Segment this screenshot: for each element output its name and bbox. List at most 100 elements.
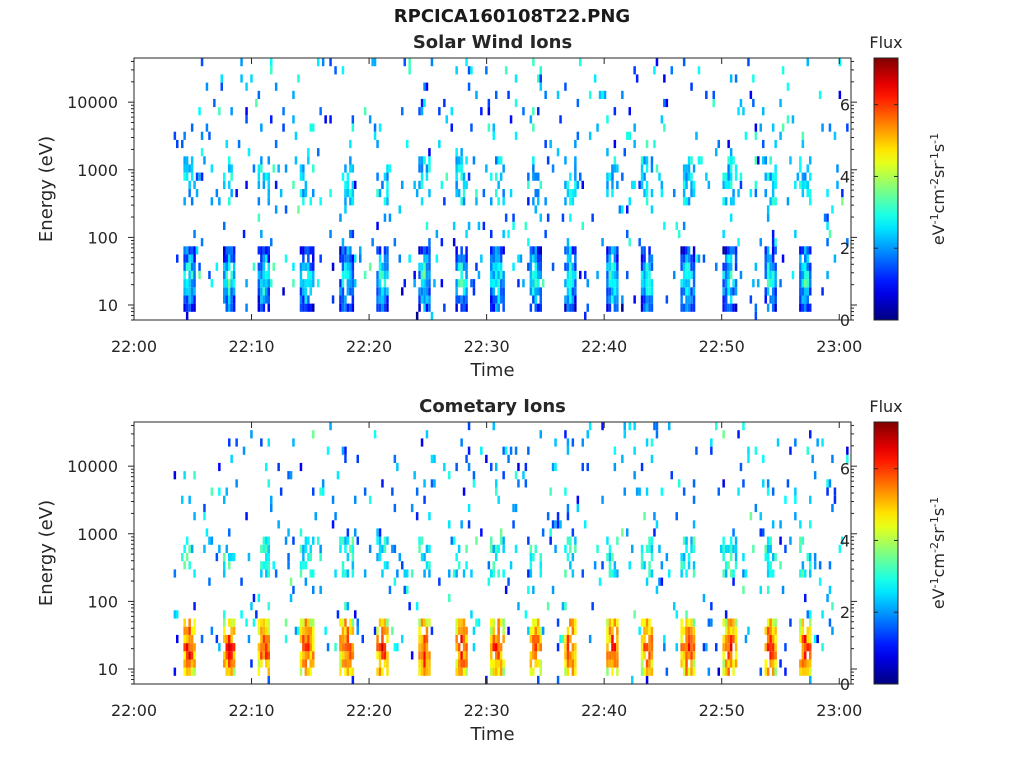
heatmap-cell bbox=[418, 164, 421, 173]
heatmap-cell bbox=[729, 213, 733, 222]
heatmap-cell bbox=[363, 487, 367, 496]
heatmap-cell bbox=[457, 667, 461, 676]
heatmap-cell bbox=[539, 213, 542, 222]
heatmap-cell bbox=[326, 446, 330, 455]
heatmap-cell bbox=[462, 303, 466, 312]
heatmap-cell bbox=[262, 626, 266, 635]
heatmap-cell bbox=[727, 626, 730, 635]
heatmap-cell bbox=[621, 205, 624, 214]
heatmap-cell bbox=[702, 593, 706, 603]
heatmap-cell bbox=[692, 569, 696, 578]
heatmap-cell bbox=[754, 503, 758, 513]
heatmap-cell bbox=[499, 279, 503, 288]
heatmap-cell bbox=[381, 643, 384, 652]
heatmap-cell bbox=[502, 189, 505, 198]
heatmap-cell bbox=[574, 626, 577, 635]
heatmap-cell bbox=[809, 287, 812, 296]
heatmap-cell bbox=[386, 254, 389, 263]
heatmap-cell bbox=[351, 180, 355, 189]
heatmap-cell bbox=[257, 295, 261, 304]
heatmap-cell bbox=[766, 254, 770, 263]
heatmap-cell bbox=[344, 618, 347, 627]
heatmap-cell bbox=[230, 246, 233, 255]
heatmap-cell bbox=[267, 643, 270, 652]
heatmap-cell bbox=[225, 634, 228, 644]
heatmap-cell bbox=[472, 156, 476, 165]
heatmap-cell bbox=[497, 667, 500, 676]
heatmap-cell bbox=[344, 659, 347, 668]
heatmap-cell bbox=[455, 462, 458, 472]
heatmap-cell bbox=[640, 634, 644, 644]
heatmap-cell bbox=[302, 254, 305, 263]
heatmap-cell bbox=[455, 254, 458, 263]
heatmap-cell bbox=[460, 279, 463, 288]
heatmap-cell bbox=[499, 667, 503, 676]
heatmap-cell bbox=[413, 180, 416, 189]
heatmap-cell bbox=[423, 569, 426, 578]
heatmap-cell bbox=[312, 618, 315, 627]
heatmap-cell bbox=[425, 303, 429, 312]
heatmap-cell bbox=[517, 254, 520, 263]
heatmap-cell bbox=[608, 659, 612, 668]
heatmap-cell bbox=[640, 462, 644, 472]
heatmap-cell bbox=[616, 667, 619, 676]
heatmap-cell bbox=[648, 287, 651, 296]
heatmap-cell bbox=[682, 246, 686, 255]
heatmap-cell bbox=[425, 618, 429, 627]
heatmap-cell bbox=[571, 643, 575, 652]
heatmap-cell bbox=[346, 287, 350, 296]
heatmap-cell bbox=[344, 180, 347, 189]
heatmap-cell bbox=[304, 577, 308, 586]
heatmap-cell bbox=[806, 262, 809, 271]
heatmap-cell bbox=[613, 164, 617, 173]
heatmap-cell bbox=[846, 238, 849, 247]
heatmap-cell bbox=[504, 213, 508, 222]
heatmap-cell bbox=[631, 544, 634, 553]
heatmap-cell bbox=[190, 197, 194, 206]
heatmap-cell bbox=[188, 189, 191, 198]
heatmap-cell bbox=[529, 667, 533, 676]
heatmap-cell bbox=[257, 262, 261, 271]
heatmap-cell bbox=[495, 643, 498, 652]
heatmap-cell bbox=[665, 553, 669, 562]
heatmap-cell bbox=[687, 270, 691, 280]
heatmap-cell bbox=[341, 262, 345, 271]
heatmap-cell bbox=[356, 536, 359, 545]
heatmap-cell bbox=[537, 634, 540, 644]
heatmap-cell bbox=[339, 536, 342, 545]
heatmap-cell bbox=[398, 205, 401, 214]
heatmap-cell bbox=[534, 643, 537, 652]
heatmap-cell bbox=[492, 287, 495, 296]
heatmap-cell bbox=[509, 115, 513, 124]
heatmap-cell bbox=[633, 471, 636, 480]
heatmap-cell bbox=[188, 544, 191, 553]
heatmap-cell bbox=[601, 238, 604, 247]
heatmap-cell bbox=[601, 90, 604, 99]
heatmap-cell bbox=[232, 553, 236, 562]
heatmap-cell bbox=[729, 618, 733, 627]
heatmap-cell bbox=[687, 643, 691, 652]
heatmap-cell bbox=[695, 446, 698, 455]
heatmap-cell bbox=[190, 270, 194, 280]
heatmap-cell bbox=[690, 634, 693, 644]
heatmap-cell bbox=[759, 667, 762, 676]
heatmap-cell bbox=[457, 156, 461, 165]
heatmap-cell bbox=[715, 262, 718, 271]
heatmap-cell bbox=[813, 634, 817, 644]
heatmap-cell bbox=[448, 569, 451, 578]
heatmap-cell bbox=[616, 303, 619, 312]
heatmap-cell bbox=[185, 667, 189, 676]
heatmap-cell bbox=[771, 270, 775, 280]
heatmap-cell bbox=[769, 634, 772, 644]
heatmap-cell bbox=[386, 197, 389, 206]
heatmap-cell bbox=[321, 487, 325, 496]
heatmap-cell bbox=[613, 643, 617, 652]
heatmap-cell bbox=[265, 626, 268, 635]
heatmap-cell bbox=[430, 626, 434, 635]
heatmap-cell bbox=[401, 287, 404, 296]
heatmap-cell bbox=[492, 561, 495, 570]
heatmap-cell bbox=[289, 577, 293, 586]
heatmap-cell bbox=[727, 172, 730, 181]
heatmap-cell bbox=[742, 585, 745, 594]
heatmap-cell bbox=[724, 659, 728, 668]
